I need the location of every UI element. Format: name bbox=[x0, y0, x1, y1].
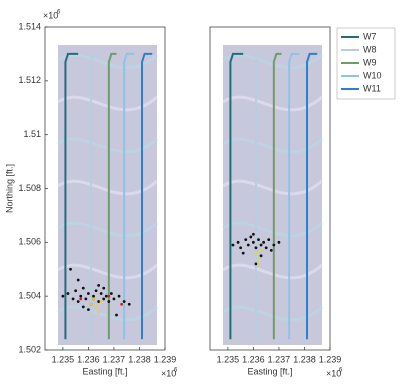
event-point bbox=[87, 292, 90, 295]
event-point bbox=[260, 244, 263, 247]
event-point bbox=[257, 262, 260, 265]
event-point bbox=[272, 244, 275, 247]
event-point bbox=[113, 297, 116, 300]
event-point bbox=[244, 238, 247, 241]
event-point bbox=[102, 287, 105, 290]
event-point bbox=[95, 289, 98, 292]
event-point bbox=[237, 241, 240, 244]
legend-label: W10 bbox=[363, 70, 382, 80]
x-tick-label: 1.239 bbox=[319, 354, 342, 364]
y-tick-label: 1.506 bbox=[18, 237, 41, 247]
event-point bbox=[97, 300, 100, 303]
y-tick-label: 1.514 bbox=[18, 21, 41, 31]
event-point bbox=[252, 233, 255, 236]
event-point bbox=[77, 279, 80, 282]
x-axis-label: Easting [ft.] bbox=[247, 366, 292, 376]
legend-label: W7 bbox=[363, 31, 377, 41]
y-tick-label: 1.504 bbox=[18, 291, 41, 301]
event-point bbox=[115, 314, 118, 317]
event-point bbox=[95, 306, 98, 309]
event-point bbox=[74, 289, 77, 292]
event-point bbox=[128, 303, 131, 306]
y-axis-label: Northing [ft.] bbox=[4, 164, 14, 213]
event-point bbox=[105, 295, 108, 298]
x-tick-label: 1.235 bbox=[217, 354, 240, 364]
x-tick-label: 1.238 bbox=[293, 354, 316, 364]
event-point bbox=[61, 295, 64, 298]
event-point bbox=[239, 246, 242, 249]
event-point bbox=[120, 303, 123, 306]
event-point bbox=[270, 249, 273, 252]
event-point bbox=[102, 297, 105, 300]
event-point bbox=[278, 241, 281, 244]
y-tick-label: 1.508 bbox=[18, 183, 41, 193]
event-point bbox=[72, 297, 75, 300]
legend-label: W8 bbox=[363, 44, 377, 54]
event-point bbox=[252, 241, 255, 244]
event-point bbox=[84, 297, 87, 300]
x-exponent-power: 6 bbox=[339, 368, 343, 374]
x-tick-label: 1.239 bbox=[154, 354, 177, 364]
event-point bbox=[100, 300, 103, 303]
event-point bbox=[260, 254, 263, 257]
y-tick-label: 1.512 bbox=[18, 75, 41, 85]
event-point bbox=[87, 308, 90, 311]
event-point bbox=[92, 295, 95, 298]
event-point bbox=[262, 241, 265, 244]
event-point bbox=[90, 303, 93, 306]
event-point bbox=[265, 246, 268, 249]
event-point bbox=[92, 297, 95, 300]
event-point bbox=[123, 300, 126, 303]
event-point bbox=[107, 300, 110, 303]
x-tick-label: 1.236 bbox=[77, 354, 100, 364]
y-exponent: ×10 bbox=[43, 10, 58, 20]
x-tick-label: 1.236 bbox=[242, 354, 265, 364]
event-point bbox=[100, 292, 103, 295]
y-tick-label: 1.502 bbox=[18, 344, 41, 354]
y-exponent-power: 6 bbox=[57, 10, 61, 16]
event-point bbox=[257, 238, 260, 241]
event-point bbox=[249, 236, 252, 239]
event-point bbox=[247, 244, 250, 247]
event-point bbox=[79, 295, 82, 298]
x-tick-label: 1.238 bbox=[128, 354, 151, 364]
x-axis-label: Easting [ft.] bbox=[82, 366, 127, 376]
event-point bbox=[82, 287, 85, 290]
event-point bbox=[79, 297, 82, 300]
y-tick-label: 1.51 bbox=[23, 129, 41, 139]
event-point bbox=[69, 268, 72, 271]
event-point bbox=[255, 262, 258, 265]
event-point bbox=[232, 244, 235, 247]
event-point bbox=[257, 257, 260, 260]
event-point bbox=[110, 292, 113, 295]
event-point bbox=[255, 252, 258, 255]
legend-label: W11 bbox=[363, 83, 381, 93]
x-exponent-power: 6 bbox=[174, 368, 178, 374]
event-point bbox=[107, 295, 110, 298]
x-tick-label: 1.235 bbox=[52, 354, 75, 364]
event-point bbox=[267, 238, 270, 241]
event-point bbox=[260, 249, 263, 252]
event-point bbox=[82, 306, 85, 309]
event-point bbox=[255, 246, 258, 249]
event-point bbox=[97, 311, 100, 314]
event-point bbox=[77, 300, 80, 303]
event-point bbox=[67, 292, 70, 295]
legend-label: W9 bbox=[363, 57, 377, 67]
event-point bbox=[242, 252, 245, 255]
x-tick-label: 1.237 bbox=[268, 354, 291, 364]
event-point bbox=[118, 295, 121, 298]
x-tick-label: 1.237 bbox=[103, 354, 126, 364]
figure: 1.5021.5041.5061.5081.511.5121.5141.2351… bbox=[0, 0, 410, 379]
event-point bbox=[97, 284, 100, 287]
